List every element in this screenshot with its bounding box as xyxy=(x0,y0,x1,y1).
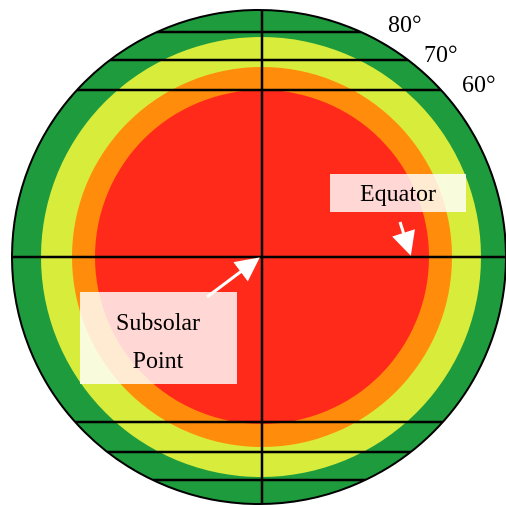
annotation: Equator xyxy=(360,181,436,207)
annotation: Point xyxy=(133,348,184,374)
globe-diagram: 80° 70° 60° Equator Subsolar Point xyxy=(0,0,506,505)
latitude-label: 80° xyxy=(388,12,422,38)
latitude-label: 60° xyxy=(462,72,496,98)
page: {"latitude_labels": ["80°", "70°", "60°"… xyxy=(0,0,506,505)
latitude-label: 70° xyxy=(424,42,458,68)
annotation: Subsolar xyxy=(116,310,200,336)
